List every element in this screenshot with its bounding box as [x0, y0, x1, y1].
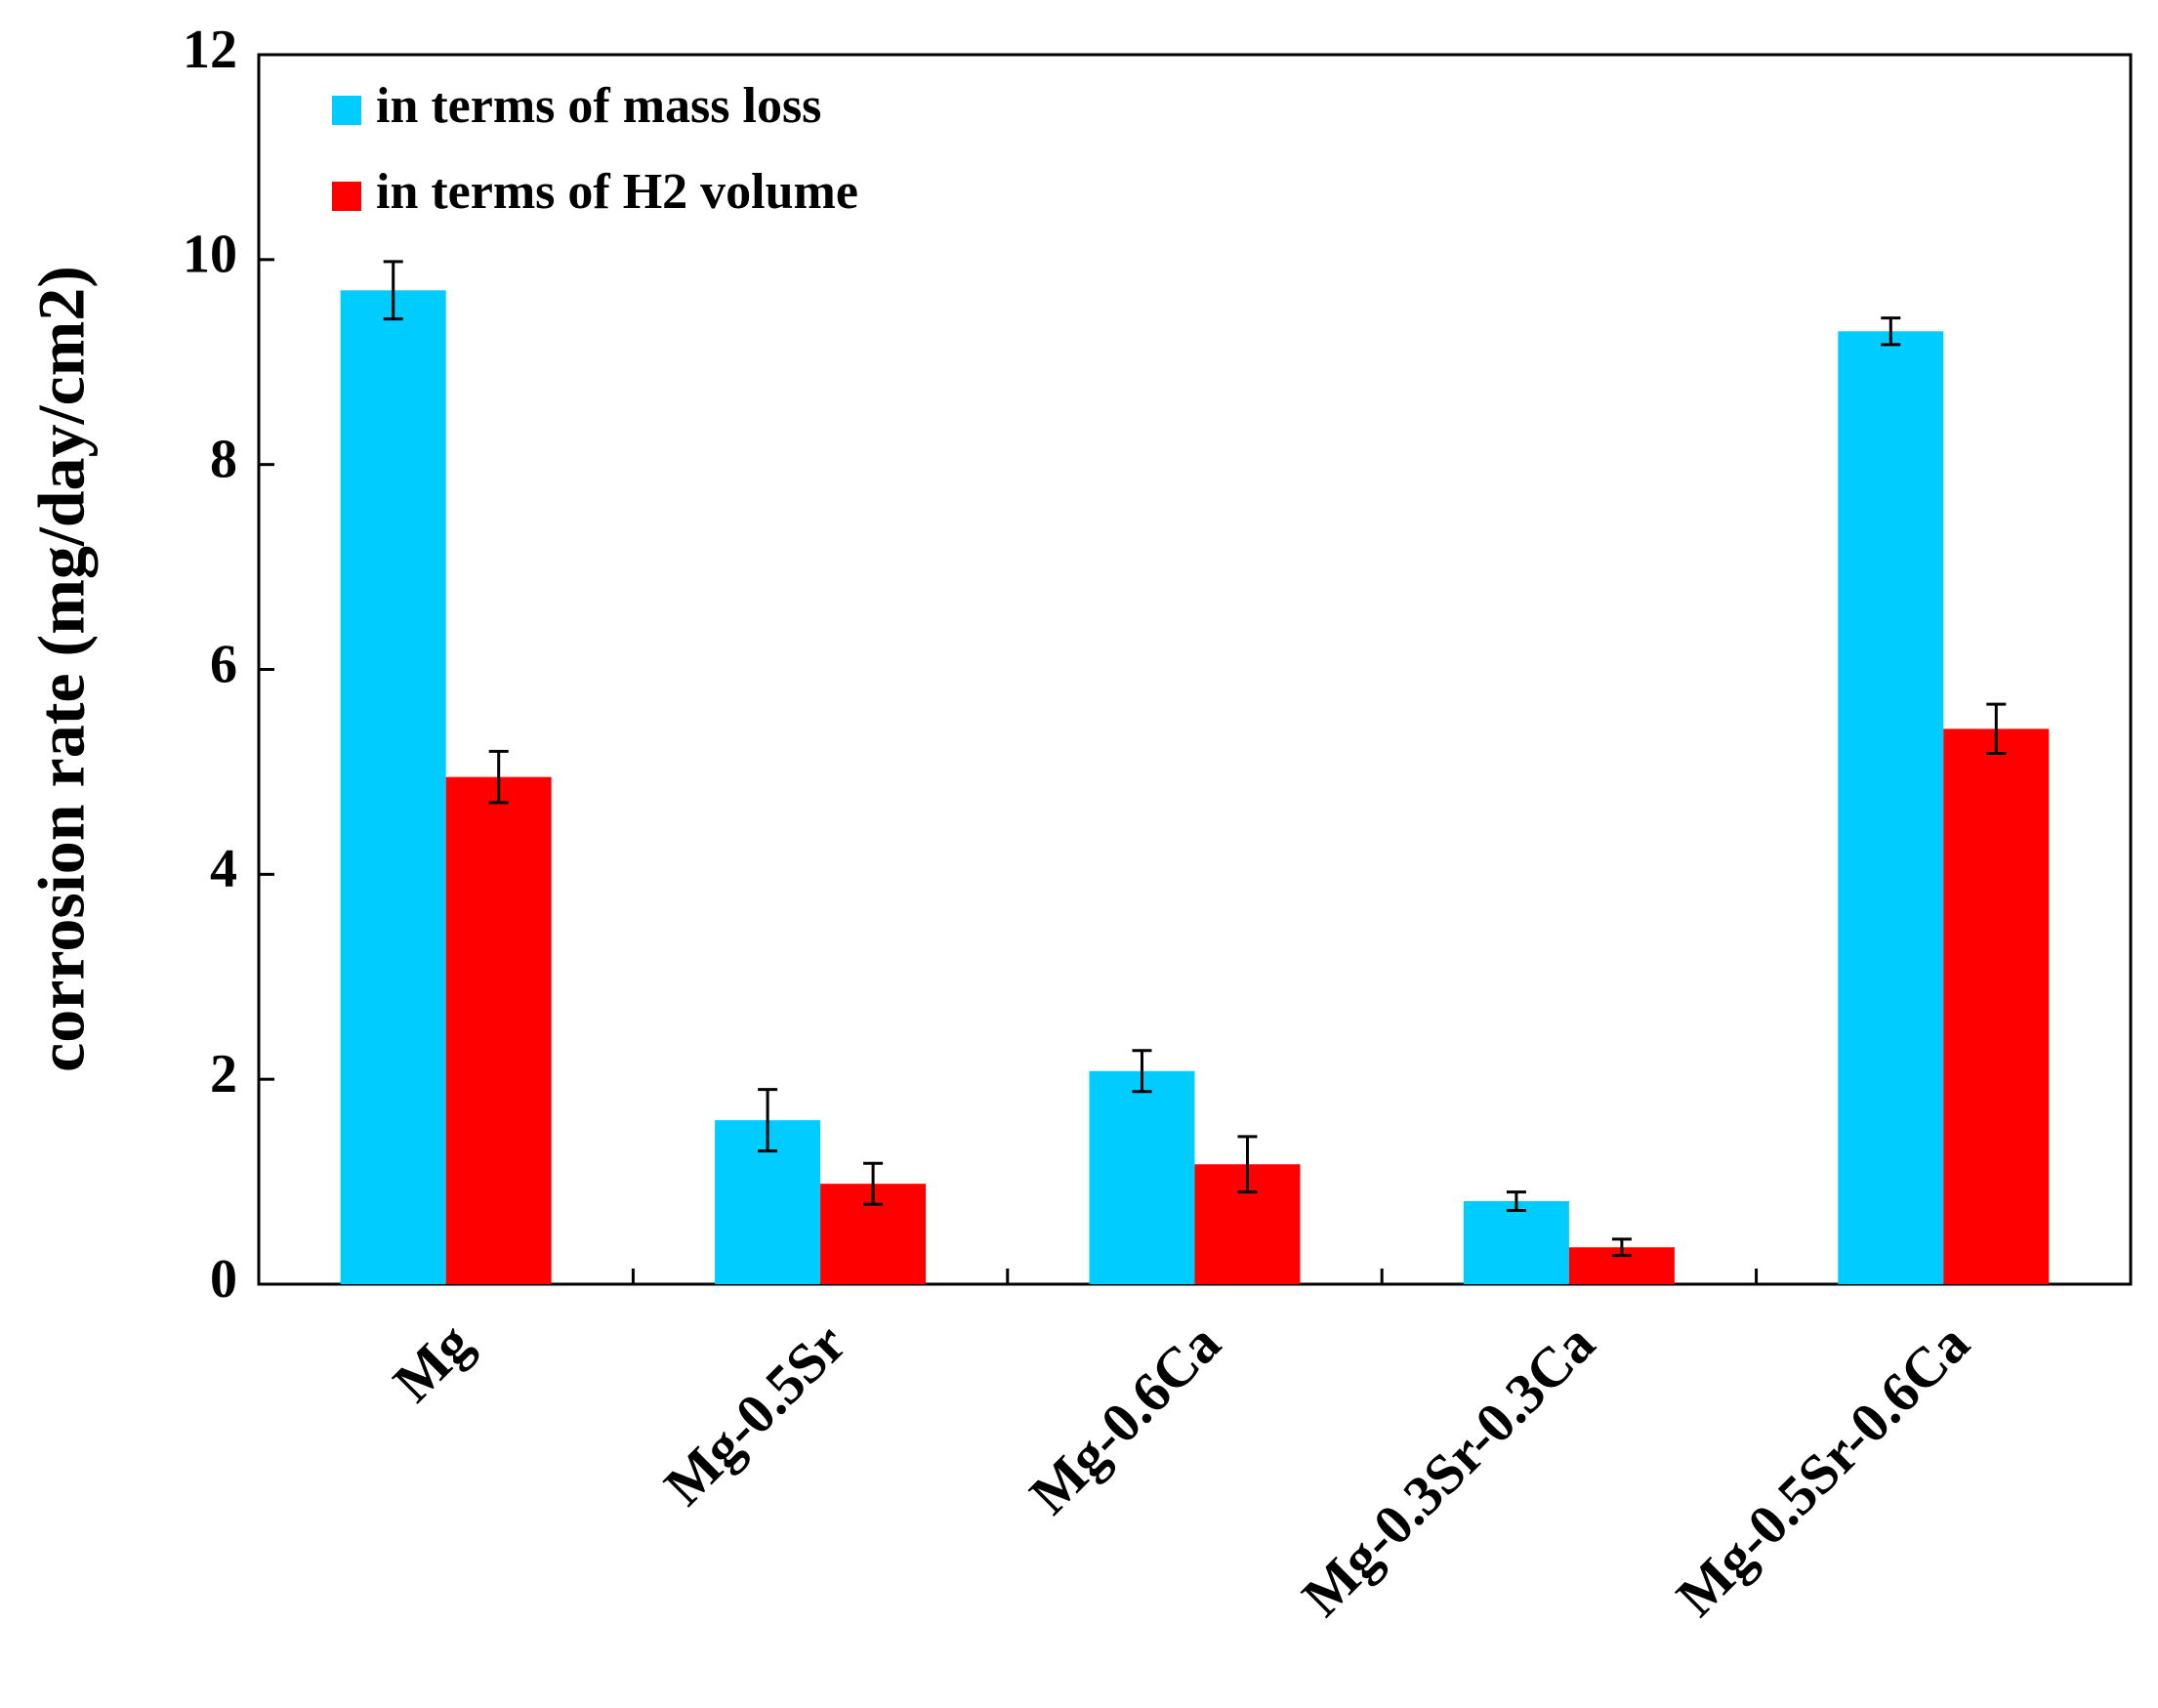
x-tick-label: Mg-0.3Sr-0.3Ca — [1290, 1312, 1607, 1629]
error-bar — [488, 749, 509, 805]
legend-swatch — [332, 182, 361, 211]
bar — [1463, 1201, 1569, 1284]
error-bar — [758, 1088, 778, 1153]
error-bar — [1237, 1135, 1258, 1194]
y-tick-label: 0 — [210, 1249, 237, 1310]
error-bar — [1986, 702, 2007, 756]
error-bar — [1132, 1049, 1152, 1094]
legend-swatch — [332, 96, 361, 125]
error-bar — [1881, 316, 1901, 347]
x-tick-label: Mg-0.5Sr — [652, 1312, 858, 1518]
legend-label: in terms of H2 volume — [376, 164, 858, 220]
y-tick-label: 6 — [210, 634, 237, 694]
x-tick-label: Mg — [381, 1312, 483, 1414]
y-axis-label: corrosion rate (mg/day/cm2) — [24, 266, 99, 1072]
bar — [1089, 1070, 1195, 1284]
y-tick-label: 4 — [210, 839, 237, 899]
y-tick-label: 12 — [183, 20, 237, 80]
bar — [445, 776, 552, 1284]
x-tick-label: Mg-0.6Ca — [1017, 1312, 1232, 1526]
y-tick-label: 10 — [183, 225, 237, 285]
error-bar — [383, 260, 403, 321]
y-tick-label: 8 — [210, 430, 237, 490]
bar — [1943, 729, 2050, 1284]
error-bar — [1506, 1190, 1526, 1212]
error-bar — [863, 1161, 884, 1206]
x-tick-label: Mg-0.5Sr-0.6Ca — [1664, 1312, 1981, 1629]
y-tick-label: 2 — [210, 1044, 237, 1104]
error-bar — [1611, 1237, 1632, 1258]
bar — [340, 290, 446, 1284]
legend-label: in terms of mass loss — [376, 78, 821, 134]
bar — [1838, 331, 1944, 1284]
